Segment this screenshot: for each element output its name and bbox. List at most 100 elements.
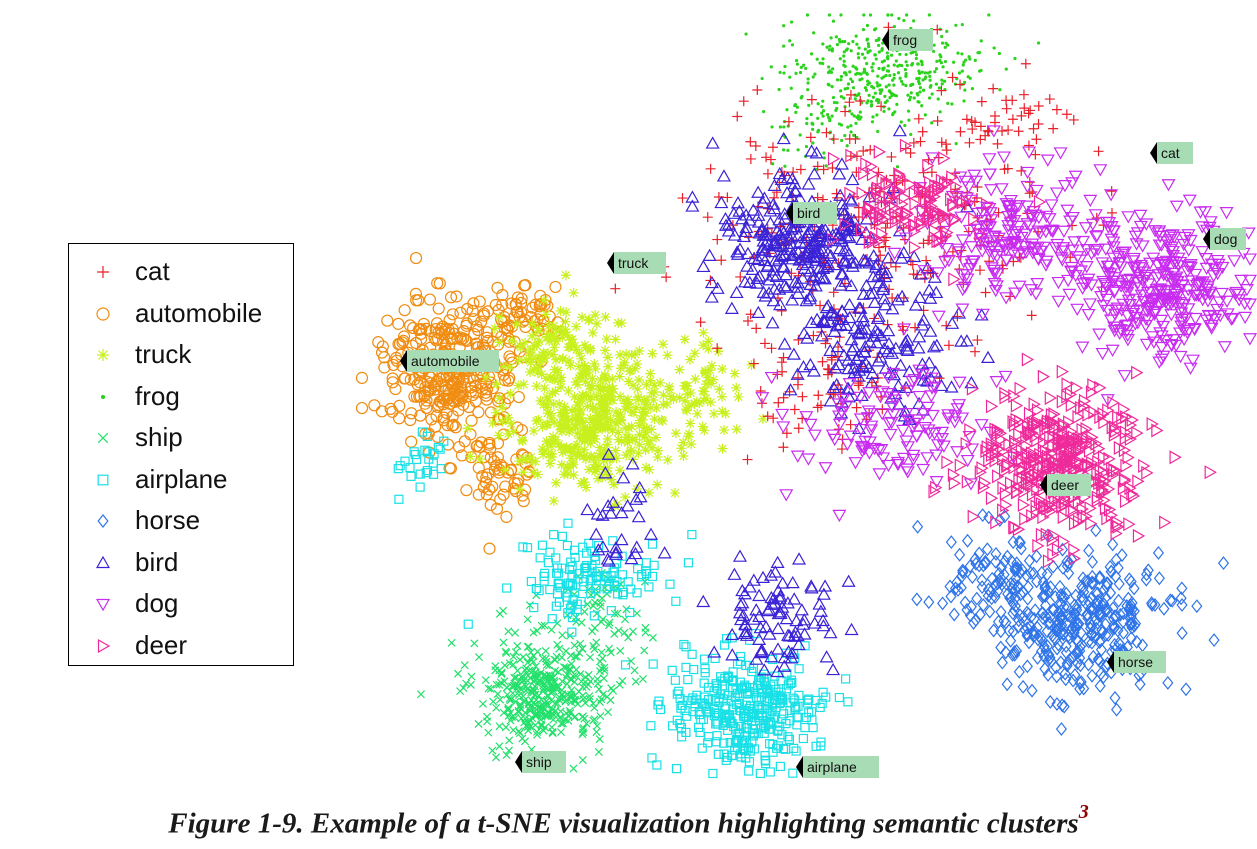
point-ship (527, 688, 536, 697)
point-bird (777, 278, 792, 292)
point-automobile (446, 380, 459, 393)
point-frog (917, 69, 921, 73)
point-frog (868, 49, 872, 53)
point-ship (466, 680, 475, 689)
point-truck (503, 412, 514, 423)
point-automobile (491, 451, 504, 464)
point-truck (555, 305, 566, 316)
point-bird (772, 227, 787, 240)
point-frog (821, 114, 825, 118)
point-bird (844, 194, 859, 207)
point-deer (954, 458, 968, 473)
point-frog (890, 93, 894, 98)
point-airplane (647, 539, 658, 549)
point-airplane (775, 761, 785, 772)
point-truck (658, 390, 669, 401)
point-frog (904, 71, 908, 76)
point-truck (587, 403, 598, 414)
point-cat (851, 167, 862, 178)
point-ship (514, 727, 523, 736)
point-ship (492, 680, 501, 689)
point-horse (1085, 627, 1097, 642)
point-bird (758, 289, 773, 302)
point-truck (581, 482, 592, 493)
point-cat (795, 164, 806, 175)
point-airplane (696, 715, 706, 725)
point-dog (1212, 296, 1227, 309)
point-horse (1041, 624, 1053, 639)
point-horse (1149, 597, 1161, 612)
point-deer (827, 151, 841, 166)
point-truck (503, 428, 514, 439)
point-frog (896, 71, 901, 75)
point-airplane (620, 660, 631, 670)
point-ship (486, 684, 495, 693)
point-bird (814, 226, 829, 239)
point-horse (981, 542, 993, 557)
point-frog (875, 97, 880, 102)
point-horse (1038, 649, 1050, 664)
point-airplane (681, 642, 691, 652)
point-frog (832, 100, 837, 105)
point-horse (1180, 682, 1192, 697)
point-horse (966, 570, 978, 584)
point-truck (614, 371, 625, 382)
point-frog (887, 107, 891, 111)
point-horse (1074, 658, 1086, 673)
point-frog (912, 96, 916, 100)
point-cat (855, 96, 866, 107)
point-truck (525, 452, 536, 463)
point-truck (692, 408, 703, 419)
point-truck (548, 320, 559, 331)
point-airplane (789, 743, 799, 754)
point-horse (1069, 667, 1081, 682)
point-truck (645, 402, 656, 413)
point-automobile (436, 334, 450, 347)
legend-marker-shape (96, 306, 110, 321)
point-frog (902, 18, 906, 23)
point-frog (789, 20, 794, 24)
point-dog (1093, 164, 1108, 177)
point-truck (494, 311, 505, 322)
point-truck (555, 376, 566, 387)
point-truck (641, 423, 652, 434)
point-bird (800, 331, 815, 344)
point-ship (598, 690, 607, 699)
point-truck (504, 361, 515, 372)
point-automobile (534, 289, 547, 302)
point-truck (494, 393, 505, 404)
point-dog (1161, 179, 1176, 192)
point-truck (589, 433, 600, 444)
point-cat (918, 238, 929, 249)
point-truck (686, 439, 697, 450)
point-automobile (516, 489, 529, 502)
point-frog (892, 83, 896, 87)
point-frog (903, 123, 907, 128)
point-truck (714, 384, 725, 395)
point-horse (1009, 647, 1021, 662)
point-cat (712, 234, 723, 245)
point-truck (574, 450, 585, 461)
point-automobile (415, 323, 428, 336)
point-bird (710, 281, 725, 294)
point-airplane (727, 633, 737, 643)
point-frog (863, 56, 867, 60)
point-bird (780, 171, 795, 184)
point-truck (545, 408, 556, 419)
point-horse (1077, 581, 1089, 596)
point-ship (569, 764, 578, 773)
point-truck (572, 379, 583, 390)
point-airplane (535, 553, 545, 563)
point-bird (785, 575, 800, 589)
point-truck (558, 420, 569, 431)
point-frog (946, 101, 950, 105)
point-frog (804, 66, 808, 71)
point-truck (699, 425, 710, 436)
point-ship (523, 685, 532, 694)
point-dog (1169, 200, 1184, 213)
point-truck (562, 468, 573, 479)
point-frog (827, 48, 832, 52)
point-horse (1094, 570, 1106, 584)
point-bird (726, 206, 741, 219)
point-dog (931, 310, 946, 323)
